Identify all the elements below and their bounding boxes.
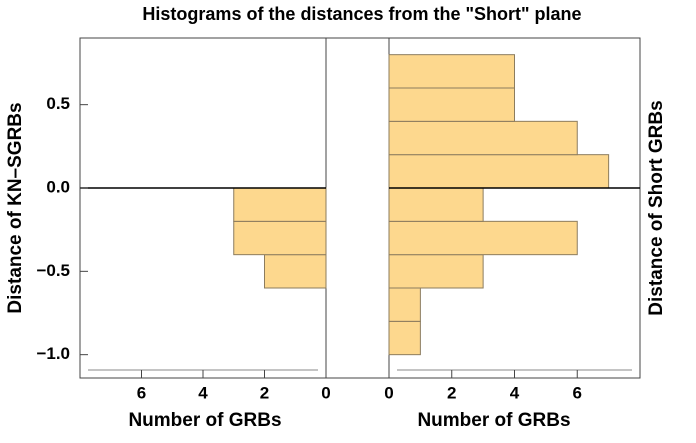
bar <box>233 187 327 222</box>
chart-title: Histograms of the distances from the "Sh… <box>142 4 581 24</box>
bar <box>388 154 610 189</box>
bar <box>388 320 421 356</box>
y-tick-label: 0.0 <box>46 177 70 196</box>
y-tick-label: −1.0 <box>36 344 70 363</box>
bar <box>388 287 421 322</box>
x-tick-label: 6 <box>573 383 582 402</box>
bar <box>264 254 327 289</box>
x-tick-label: 2 <box>260 383 269 402</box>
y-tick-label: 0.5 <box>46 94 70 113</box>
y-axis-label: Distance of Short GRBs <box>646 100 667 315</box>
x-tick-label: 6 <box>137 383 146 402</box>
bar <box>388 120 578 156</box>
x-axis-label: Number of GRBs <box>417 410 570 431</box>
y-tick-label: −0.5 <box>36 261 70 280</box>
bar <box>388 254 484 289</box>
x-tick-label: 2 <box>447 383 456 402</box>
x-axis-label: Number of GRBs <box>128 410 281 431</box>
bar <box>388 54 515 89</box>
x-tick-label: 4 <box>510 383 520 402</box>
y-axis-label: Distance of KN–SGRBs <box>5 102 26 313</box>
x-tick-label: 0 <box>321 383 330 402</box>
x-tick-label: 4 <box>198 383 208 402</box>
x-tick-label: 0 <box>384 383 393 402</box>
bar <box>388 87 515 122</box>
bar <box>233 220 327 256</box>
bar <box>388 220 578 256</box>
bar <box>388 187 484 222</box>
